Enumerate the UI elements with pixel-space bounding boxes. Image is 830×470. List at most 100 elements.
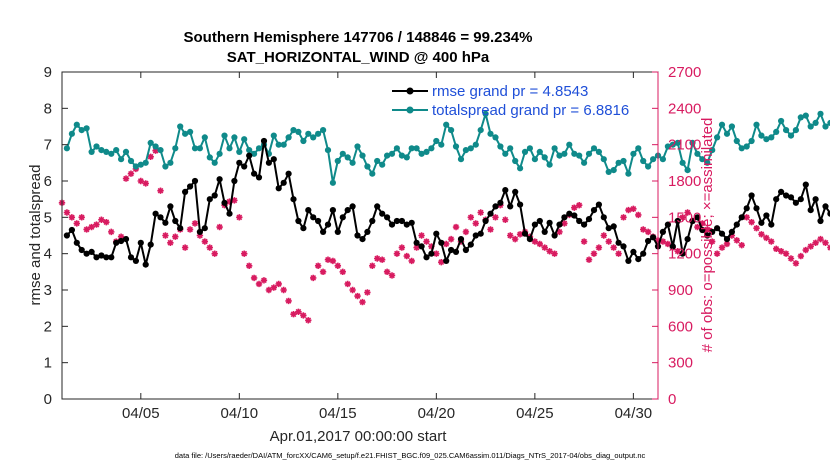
totalspread-point bbox=[571, 150, 578, 157]
obs-point bbox=[492, 214, 499, 221]
rmse-point bbox=[600, 214, 607, 221]
rmse-point bbox=[300, 225, 307, 232]
obs-point bbox=[738, 241, 745, 249]
totalspread-point bbox=[669, 141, 676, 148]
totalspread-point bbox=[349, 159, 356, 166]
obs-point bbox=[349, 286, 356, 294]
obs-point bbox=[142, 180, 149, 187]
rmse-point bbox=[315, 217, 322, 225]
totalspread-point bbox=[590, 145, 598, 152]
rmse-point bbox=[625, 257, 632, 264]
rmse-point bbox=[78, 246, 85, 254]
obs-point bbox=[782, 250, 790, 257]
totalspread-point bbox=[201, 134, 208, 141]
x-tick-label: 04/10 bbox=[221, 405, 259, 422]
y-left-tick-label: 5 bbox=[44, 209, 52, 226]
obs-point bbox=[797, 252, 805, 260]
obs-point bbox=[191, 220, 199, 227]
rmse-point bbox=[339, 214, 346, 221]
obs-point bbox=[226, 198, 233, 205]
rmse-point bbox=[206, 196, 213, 203]
rmse-point bbox=[561, 214, 568, 221]
rmse-point bbox=[182, 188, 189, 195]
obs-point bbox=[403, 252, 410, 260]
totalspread-point bbox=[324, 147, 332, 154]
totalspread-point bbox=[807, 123, 814, 130]
rmse-point bbox=[536, 217, 543, 225]
totalspread-point bbox=[315, 130, 322, 137]
totalspread-point bbox=[531, 156, 539, 163]
rmse-point bbox=[477, 230, 484, 237]
totalspread-point bbox=[497, 143, 504, 150]
rmse-point bbox=[517, 201, 524, 208]
rmse-point bbox=[728, 228, 736, 235]
totalspread-point bbox=[270, 132, 277, 139]
obs-point bbox=[152, 147, 159, 154]
totalspread-point bbox=[817, 110, 824, 117]
totalspread-point bbox=[172, 145, 179, 152]
rmse-point bbox=[103, 254, 110, 261]
totalspread-point bbox=[433, 137, 440, 145]
obs-point bbox=[822, 239, 829, 246]
rmse-point bbox=[211, 192, 218, 199]
y-right-tick-label: 1200 bbox=[668, 246, 701, 263]
obs-point bbox=[679, 214, 686, 221]
totalspread-point bbox=[127, 157, 135, 165]
rmse-point bbox=[167, 203, 174, 210]
totalspread-point bbox=[379, 161, 386, 168]
rmse-point bbox=[433, 230, 440, 237]
totalspread-point bbox=[595, 148, 603, 155]
obs-point bbox=[300, 312, 307, 319]
obs-point bbox=[733, 237, 741, 244]
rmse-point bbox=[645, 237, 652, 245]
obs-point bbox=[507, 232, 514, 239]
rmse-point bbox=[615, 239, 622, 246]
obs-point bbox=[122, 175, 130, 182]
obs-point bbox=[413, 244, 420, 251]
totalspread-point bbox=[546, 161, 553, 168]
obs-point bbox=[708, 238, 716, 245]
obs-point bbox=[354, 292, 361, 300]
rmse-point bbox=[812, 196, 819, 203]
totalspread-point bbox=[285, 134, 292, 141]
obs-point bbox=[378, 256, 386, 263]
obs-point bbox=[241, 250, 248, 257]
rmse-point bbox=[329, 207, 336, 214]
rmse-point bbox=[275, 185, 282, 192]
obs-point bbox=[580, 238, 588, 245]
rmse-point bbox=[398, 217, 405, 225]
rmse-point bbox=[797, 196, 804, 203]
rmse-point bbox=[669, 243, 676, 250]
totalspread-point bbox=[388, 150, 396, 157]
obs-point bbox=[383, 268, 391, 276]
obs-point bbox=[147, 153, 154, 160]
totalspread-point bbox=[625, 170, 632, 177]
totalspread-point bbox=[709, 147, 716, 154]
rmse-point bbox=[354, 232, 361, 239]
totalspread-point bbox=[664, 143, 672, 150]
obs-point bbox=[255, 280, 263, 288]
rmse-point bbox=[541, 228, 548, 235]
obs-point bbox=[768, 238, 775, 245]
totalspread-point bbox=[68, 130, 75, 137]
totalspread-point bbox=[723, 130, 731, 137]
obs-point bbox=[502, 216, 509, 223]
obs-point bbox=[186, 226, 194, 233]
rmse-point bbox=[753, 205, 760, 212]
totalspread-point bbox=[610, 167, 617, 174]
rmse-point bbox=[93, 254, 100, 261]
obs-point bbox=[664, 240, 672, 248]
rmse-point bbox=[408, 219, 415, 226]
totalspread-point bbox=[339, 150, 346, 157]
totalspread-point bbox=[73, 121, 80, 128]
totalspread-point bbox=[472, 141, 479, 148]
rmse-point bbox=[418, 243, 425, 250]
totalspread-point bbox=[467, 145, 474, 152]
rmse-point bbox=[305, 207, 312, 214]
totalspread-point bbox=[152, 143, 159, 150]
rmse-point bbox=[448, 246, 455, 254]
obs-point bbox=[630, 205, 637, 213]
obs-point bbox=[329, 257, 337, 265]
totalspread-point bbox=[753, 121, 760, 128]
rmse-point bbox=[585, 216, 593, 223]
